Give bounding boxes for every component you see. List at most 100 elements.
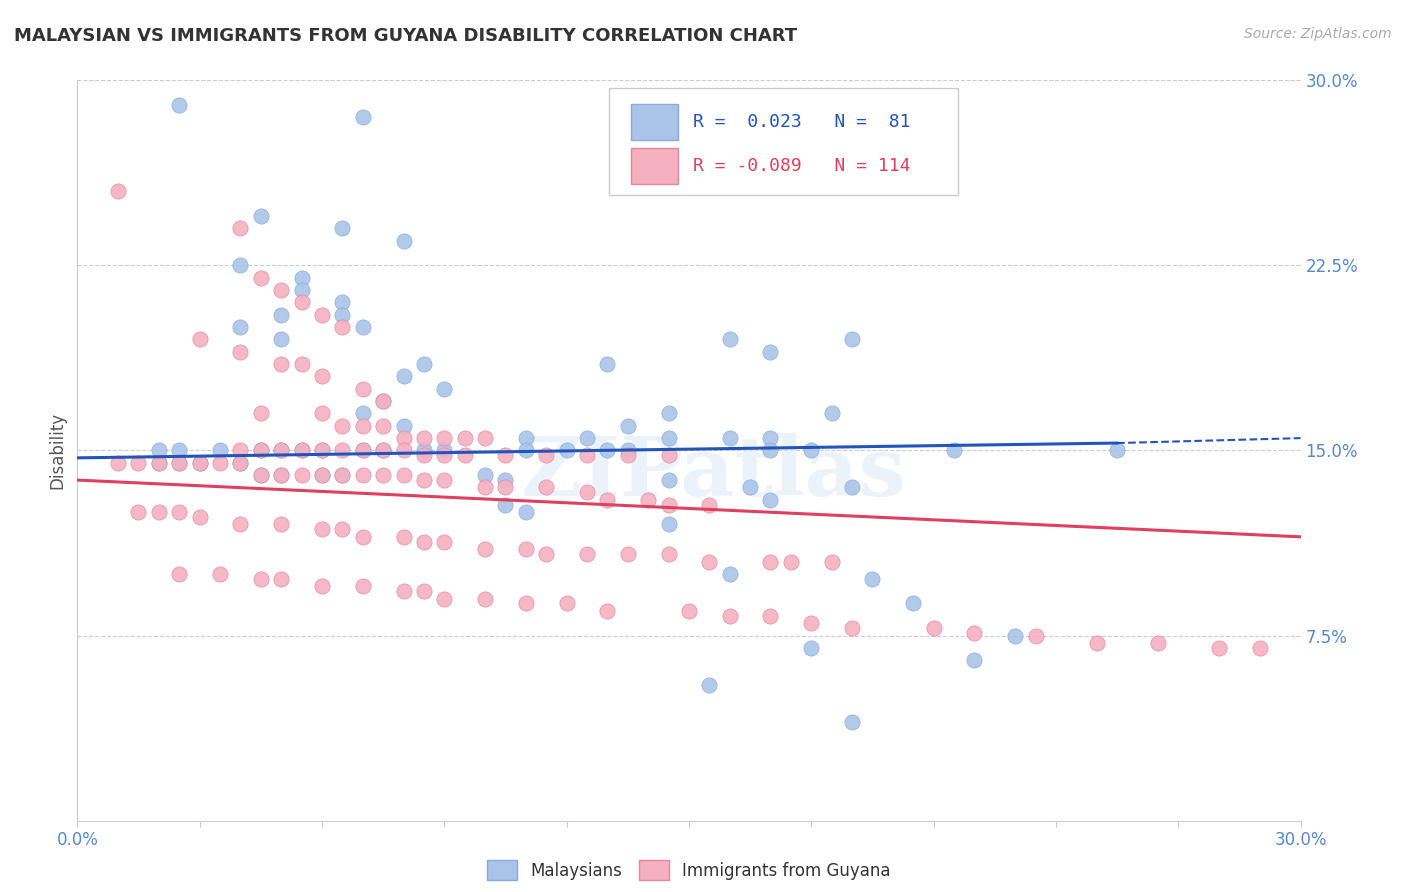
Point: [371, 468, 394, 483]
Point: [596, 492, 619, 507]
Point: [229, 344, 252, 359]
Point: [270, 357, 292, 371]
Point: [433, 449, 456, 463]
Point: [352, 443, 374, 458]
Point: [576, 485, 599, 500]
Point: [332, 468, 354, 483]
Point: [169, 505, 191, 519]
Text: R =  0.023   N =  81: R = 0.023 N = 81: [693, 112, 910, 131]
Point: [148, 443, 170, 458]
Point: [433, 431, 456, 445]
Point: [453, 431, 475, 445]
Point: [596, 604, 619, 618]
Point: [250, 468, 273, 483]
Point: [371, 443, 394, 458]
Point: [534, 480, 557, 494]
Point: [903, 597, 925, 611]
Point: [332, 320, 354, 334]
Point: [433, 534, 456, 549]
Point: [515, 431, 537, 445]
Point: [392, 369, 415, 384]
Point: [413, 443, 436, 458]
Point: [413, 431, 436, 445]
Point: [433, 443, 456, 458]
Point: [352, 111, 374, 125]
Point: [250, 443, 273, 458]
Point: [800, 443, 823, 458]
Point: [290, 357, 312, 371]
Point: [515, 443, 537, 458]
Point: [392, 431, 415, 445]
Point: [371, 394, 394, 409]
Point: [495, 480, 517, 494]
Point: [1024, 628, 1046, 642]
Point: [699, 678, 721, 692]
Point: [392, 530, 415, 544]
Point: [922, 621, 945, 635]
Point: [290, 295, 312, 310]
Point: [208, 443, 231, 458]
Point: [800, 616, 823, 631]
Point: [800, 640, 823, 655]
Point: [433, 473, 456, 487]
Point: [474, 591, 496, 606]
Point: [963, 653, 986, 667]
Point: [371, 418, 394, 433]
Point: [311, 443, 333, 458]
Point: [576, 431, 599, 445]
Point: [250, 572, 273, 586]
Point: [311, 369, 333, 384]
Point: [229, 443, 252, 458]
Point: [250, 270, 273, 285]
Point: [352, 407, 374, 421]
Point: [534, 449, 557, 463]
Point: [270, 308, 292, 322]
Point: [311, 407, 333, 421]
FancyBboxPatch shape: [609, 87, 957, 195]
Point: [169, 443, 191, 458]
Bar: [631, 148, 678, 184]
Point: [270, 572, 292, 586]
Text: Source: ZipAtlas.com: Source: ZipAtlas.com: [1244, 27, 1392, 41]
Point: [250, 443, 273, 458]
Point: [942, 443, 965, 458]
Point: [270, 517, 292, 532]
Point: [576, 547, 599, 561]
Point: [596, 443, 619, 458]
Point: [148, 456, 170, 470]
Point: [515, 505, 537, 519]
Point: [169, 566, 191, 581]
Point: [169, 456, 191, 470]
Point: [332, 443, 354, 458]
Point: [311, 443, 333, 458]
Point: [127, 505, 149, 519]
Point: [229, 456, 252, 470]
Point: [332, 221, 354, 235]
Y-axis label: Disability: Disability: [48, 412, 66, 489]
Point: [1147, 636, 1170, 650]
Point: [188, 456, 211, 470]
Point: [270, 468, 292, 483]
Point: [658, 547, 681, 561]
Point: [474, 431, 496, 445]
Point: [759, 344, 782, 359]
Point: [596, 357, 619, 371]
Point: [821, 407, 844, 421]
Point: [392, 443, 415, 458]
Point: [678, 604, 700, 618]
Point: [1004, 628, 1026, 642]
Point: [332, 308, 354, 322]
Point: [718, 431, 741, 445]
Point: [229, 320, 252, 334]
Point: [495, 449, 517, 463]
Point: [392, 234, 415, 248]
Point: [740, 480, 762, 494]
Point: [290, 468, 312, 483]
Point: [821, 554, 844, 569]
Point: [392, 468, 415, 483]
Point: [371, 394, 394, 409]
Point: [413, 357, 436, 371]
Point: [576, 449, 599, 463]
Point: [474, 480, 496, 494]
Point: [229, 517, 252, 532]
